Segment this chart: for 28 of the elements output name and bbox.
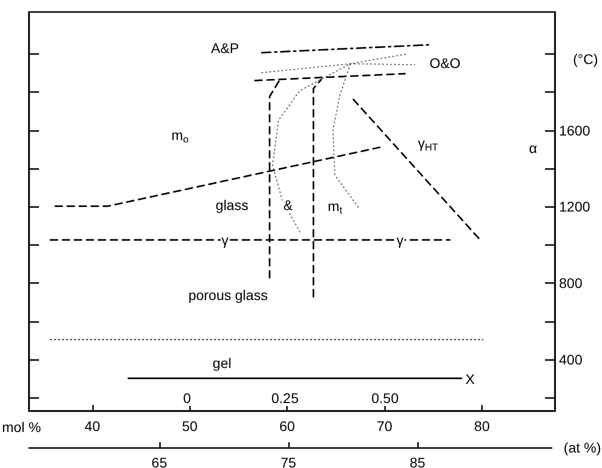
x-tick-label: 80 <box>474 418 490 434</box>
annotation: X <box>465 371 476 387</box>
y-tick-label: 800 <box>559 275 583 292</box>
x2-tick-label: 65 <box>152 454 168 468</box>
x-tick-label: 50 <box>182 418 198 434</box>
x-tick-label: 60 <box>279 418 296 434</box>
annotation: gel <box>212 355 232 371</box>
annotation: O&O <box>429 55 461 71</box>
x2-tick-label: 75 <box>280 454 296 468</box>
annotation: glass <box>216 197 248 213</box>
x2-tick-label: 85 <box>410 454 426 468</box>
x2-axis-title: (at %) <box>564 439 602 456</box>
annotation: γ <box>222 232 228 248</box>
y-tick-label: 1600 <box>559 122 590 138</box>
annotation: γ <box>396 232 404 248</box>
annotation: 0.50 <box>371 390 399 406</box>
annotation: 0 <box>183 390 192 406</box>
y-axis-title: (°C) <box>572 51 598 67</box>
annotation: α <box>528 140 538 156</box>
y-tick-label: 1200 <box>559 198 590 215</box>
y-tick-label: 400 <box>559 351 583 368</box>
annotation: A&P <box>210 40 240 56</box>
x-axis-title: mol % <box>2 419 41 435</box>
annotation: porous glass <box>188 287 268 303</box>
annotation: 0.25 <box>271 390 299 406</box>
x-tick-label: 40 <box>84 418 100 434</box>
annotation: & <box>283 197 294 213</box>
x-tick-label: 70 <box>376 418 393 434</box>
